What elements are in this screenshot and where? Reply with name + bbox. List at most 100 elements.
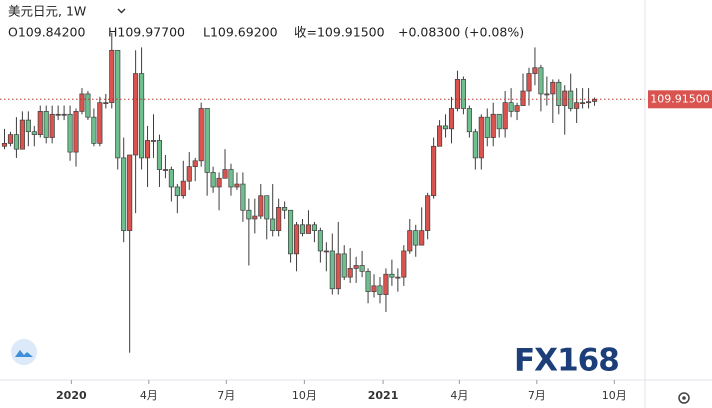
candle-body [13, 134, 19, 150]
candle-body [448, 108, 455, 130]
candle-body [144, 140, 151, 159]
candle-body [174, 186, 180, 197]
candle-body [168, 169, 174, 188]
candle-body [282, 206, 288, 211]
candle-body [234, 183, 240, 188]
candle-body [586, 101, 592, 104]
candle-body [222, 169, 228, 179]
candle-body [103, 102, 109, 105]
candle-body [204, 108, 210, 173]
candle-body [532, 67, 538, 74]
candle-body [228, 169, 234, 188]
ohlc-value: 收=109.91500 [294, 25, 385, 40]
last-price-label: 109.91500 [650, 92, 710, 105]
candle-body [365, 270, 371, 293]
x-tick-label: 10月 [602, 389, 627, 402]
candle-body [288, 209, 294, 255]
x-tick-label: 10月 [292, 389, 317, 402]
candle-body [252, 215, 258, 220]
candle-body [198, 108, 204, 162]
ohlc-value: O109.84200 [8, 25, 85, 40]
candle-body [37, 111, 43, 135]
candle-body [591, 98, 598, 102]
candle-body [186, 166, 192, 182]
x-tick-label: 2020 [56, 389, 87, 402]
candle-body [115, 49, 121, 159]
candle-body [85, 93, 91, 118]
candle-body [466, 108, 472, 133]
candle-body [293, 224, 300, 255]
x-tick-label: 4月 [140, 389, 158, 402]
candle-body [556, 81, 562, 106]
candle-body [49, 113, 55, 138]
candle-body [544, 93, 550, 96]
candle-body [67, 113, 73, 153]
candle-body [550, 81, 556, 95]
cloud-icon[interactable] [11, 339, 37, 365]
candle-body [442, 125, 449, 130]
candle-body [150, 140, 157, 142]
candle-body [264, 195, 270, 220]
chart-title: 美元日元, 1W [8, 4, 86, 19]
candle-body [79, 93, 85, 112]
candle-body [347, 268, 353, 278]
candle-body [311, 224, 317, 231]
candle-body [73, 111, 79, 153]
candle-body [329, 250, 335, 290]
candle-body [341, 253, 347, 278]
watermark-logo: FX168 [514, 343, 620, 379]
candle-body [335, 253, 341, 290]
interval-dropdown[interactable] [117, 8, 126, 14]
candle-body [25, 119, 31, 133]
x-tick-label: 4月 [450, 389, 468, 402]
candle-body [526, 73, 532, 92]
candle-body [192, 160, 198, 167]
candle-body [270, 218, 276, 231]
candle-body [305, 224, 312, 234]
candle-body [377, 285, 383, 295]
watermark: FX168 [514, 343, 619, 379]
candle-body [109, 49, 115, 104]
candle-body [472, 131, 478, 159]
candle-body [580, 102, 586, 105]
last-price-tag [648, 90, 712, 109]
candle-body [91, 116, 97, 144]
candle-body [425, 195, 431, 231]
candle-body [395, 276, 401, 279]
candle-body [490, 113, 496, 138]
candle-body [210, 172, 216, 188]
candle-body [478, 116, 484, 159]
candle-body [502, 102, 508, 130]
candle-body [401, 250, 407, 278]
candle-body [437, 125, 443, 147]
plot-area [0, 32, 645, 353]
candle-body [484, 116, 490, 138]
candle-body [1, 143, 8, 147]
candle-body [19, 119, 25, 150]
candle-body [574, 102, 580, 109]
candle-body [454, 79, 461, 109]
candle-body [61, 113, 67, 116]
candle-body [383, 273, 389, 295]
candle-body [359, 265, 365, 272]
candle-body [460, 79, 466, 109]
candle-body [413, 230, 419, 246]
candle-body [139, 73, 145, 159]
candle-body [121, 157, 127, 231]
candle-body [258, 195, 264, 217]
candle-body [520, 90, 526, 106]
settings-icon[interactable] [678, 392, 690, 404]
candle-body [97, 102, 103, 144]
candle-body [7, 134, 14, 144]
x-tick-label: 2021 [368, 389, 399, 402]
candle-body [276, 206, 282, 231]
candle-body [180, 180, 186, 197]
candle-body [496, 113, 502, 130]
candle-body [514, 105, 520, 112]
candle-body [371, 285, 377, 293]
candle-body [508, 102, 514, 112]
candle-body [240, 183, 246, 211]
candle-body [55, 113, 61, 116]
candle-body [389, 273, 395, 278]
